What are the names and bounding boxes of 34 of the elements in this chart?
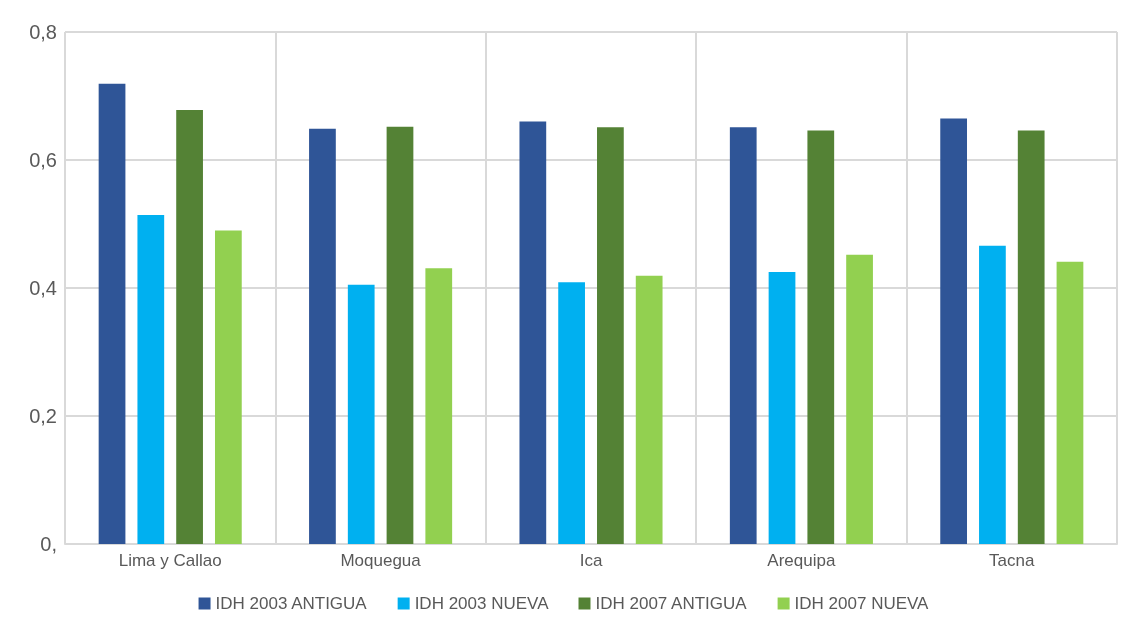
bar [846,254,873,544]
legend-label: IDH 2003 NUEVA [414,594,550,613]
bar [729,127,757,544]
bar [768,272,796,544]
bar [597,127,624,544]
legend-label: IDH 2007 ANTIGUA [595,594,748,613]
bar [807,130,835,544]
y-tick-label: 0,2 [29,405,57,427]
bar [635,275,663,544]
bar [519,121,547,544]
legend-label: IDH 2003 ANTIGUA [215,594,368,613]
bar [1017,130,1045,544]
bar [176,110,203,544]
bar [558,282,585,544]
bar [1056,261,1084,544]
x-tick-label: Ica [579,551,603,570]
y-tick-label: 0,6 [29,149,57,171]
x-tick-label: Tacna [989,551,1036,570]
bar [347,284,375,544]
legend-label: IDH 2007 NUEVA [794,594,930,613]
bar [425,268,453,544]
y-tick-label: 0, [40,533,57,555]
bar [940,118,968,544]
bar [979,245,1006,544]
bar [137,215,165,544]
bar [98,83,126,544]
y-tick-label: 0,8 [29,21,57,43]
bar [214,230,242,544]
y-tick-label: 0,4 [29,277,57,299]
x-tick-label: Lima y Callao [118,551,222,570]
x-tick-label: Moquegua [340,551,422,570]
bar [386,126,414,544]
bar [309,128,336,544]
x-tick-label: Arequipa [767,551,836,570]
